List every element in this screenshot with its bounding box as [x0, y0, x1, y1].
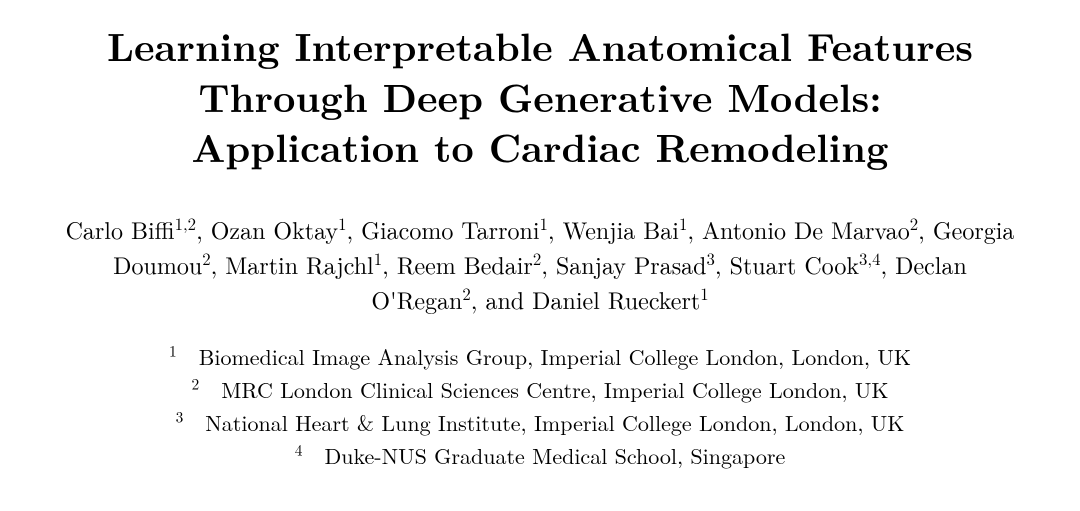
author-name: Sanjay Prasad: [556, 247, 707, 281]
affiliations-block: 1 Biomedical Image Analysis Group, Imper…: [169, 340, 911, 472]
affiliation-spacer: [183, 407, 205, 438]
author-affil-sup: 1,2: [175, 211, 196, 235]
author-name: Wenjia Bai: [563, 212, 679, 246]
affiliation-spacer: [199, 374, 221, 405]
author-separator: ,: [541, 247, 556, 281]
author-name: Martin Rajchl: [225, 247, 373, 281]
affiliation-text: National Heart & Lung Institute, Imperia…: [205, 407, 904, 438]
author-affil-sup: 1: [540, 211, 548, 235]
affiliation-text: Duke-NUS Graduate Medical School, Singap…: [324, 440, 785, 471]
author-separator: ,: [687, 212, 702, 246]
affiliation-line: 4 Duke-NUS Graduate Medical School, Sing…: [169, 439, 911, 472]
author-separator: ,: [715, 247, 730, 281]
affiliation-spacer: [302, 440, 324, 471]
author-name: Stuart Cook: [730, 247, 859, 281]
author-separator: , and: [471, 282, 532, 316]
author-affil-sup: 1: [374, 246, 382, 270]
affiliation-line: 1 Biomedical Image Analysis Group, Imper…: [169, 340, 911, 373]
author-separator: ,: [880, 247, 895, 281]
affiliation-text: MRC London Clinical Sciences Centre, Imp…: [221, 374, 888, 405]
author-affil-sup: 2: [910, 211, 918, 235]
authors-block: Carlo Biffi1,2, Ozan Oktay1, Giacomo Tar…: [60, 212, 1020, 316]
author-separator: ,: [347, 212, 362, 246]
affiliation-line: 2 MRC London Clinical Sciences Centre, I…: [169, 373, 911, 406]
title-line-1: Learning Interpretable Anatomical Featur…: [107, 17, 973, 73]
author-separator: ,: [382, 247, 397, 281]
author-name: Ozan Oktay: [211, 212, 338, 246]
title-line-3: Application to Cardiac Remodeling: [192, 118, 889, 174]
author-affil-sup: 2: [533, 246, 541, 270]
author-name: Carlo Biffi: [66, 212, 175, 246]
author-separator: ,: [211, 247, 226, 281]
author-name: Reem Bedair: [397, 247, 533, 281]
author-separator: ,: [548, 212, 563, 246]
author-affil-sup: 2: [202, 246, 210, 270]
author-affil-sup: 3: [707, 246, 715, 270]
author-name: Daniel Rueckert: [532, 282, 700, 316]
author-affil-sup: 1: [700, 281, 708, 305]
affiliation-text: Biomedical Image Analysis Group, Imperia…: [199, 341, 911, 372]
paper-title: Learning Interpretable Anatomical Featur…: [107, 20, 973, 172]
author-affil-sup: 3,4: [859, 246, 880, 270]
author-affil-sup: 2: [462, 281, 470, 305]
author-affil-sup: 1: [338, 211, 346, 235]
affiliation-number: 1: [169, 341, 177, 362]
affiliation-line: 3 National Heart & Lung Institute, Imper…: [169, 406, 911, 439]
author-name: Giacomo Tarroni: [361, 212, 539, 246]
affiliation-spacer: [177, 341, 199, 372]
author-separator: ,: [918, 212, 933, 246]
author-separator: ,: [196, 212, 211, 246]
title-line-2: Through Deep Generative Models:: [198, 68, 881, 124]
author-name: Antonio De Marvao: [702, 212, 910, 246]
